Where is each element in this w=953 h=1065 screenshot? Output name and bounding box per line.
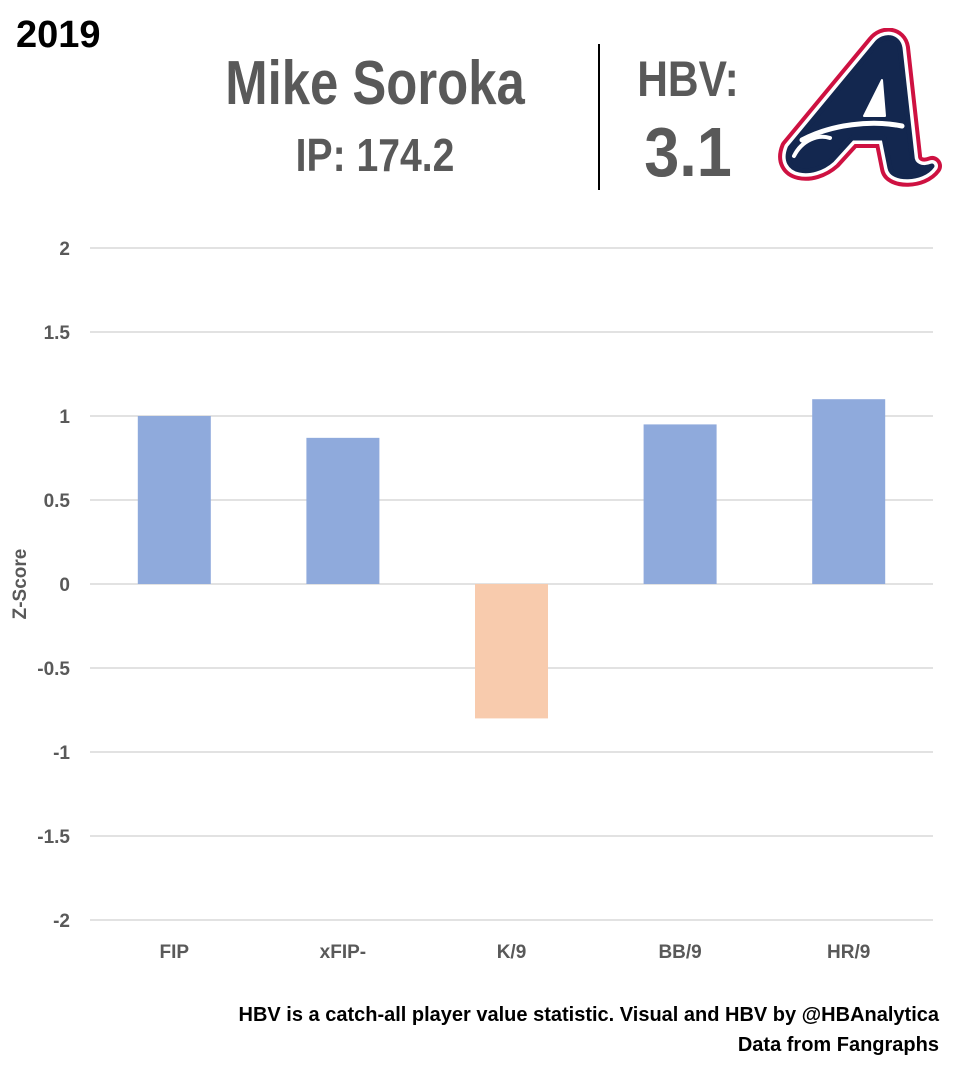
x-tick-label: K/9 bbox=[497, 942, 527, 963]
y-tick-label: 0 bbox=[59, 575, 70, 596]
y-tick-label: 0.5 bbox=[44, 491, 71, 512]
y-tick-label: 1.5 bbox=[44, 323, 71, 344]
y-axis-label: Z-Score bbox=[10, 549, 31, 620]
player-name: Mike Soroka bbox=[225, 49, 525, 118]
bar-bb-9 bbox=[643, 424, 717, 584]
y-tick-label: -0.5 bbox=[37, 659, 70, 680]
bar-chart: 2 1.5 1 0.5 0 -0.5 -1 -1.5 -2 FIP xFIP- K/9 BB/9 HR/… bbox=[10, 239, 933, 963]
year-label: 2019 bbox=[16, 14, 101, 56]
hbv-value: 3.1 bbox=[644, 113, 732, 191]
bar-k-9 bbox=[475, 584, 548, 719]
x-tick-label: HR/9 bbox=[827, 942, 870, 963]
bars bbox=[137, 399, 886, 719]
footer-source: Data from Fangraphs bbox=[737, 1034, 939, 1056]
x-tick-label: xFIP- bbox=[320, 942, 366, 963]
bar-hr-9 bbox=[812, 399, 886, 584]
bar-fip bbox=[137, 416, 211, 584]
y-tick-label: -2 bbox=[53, 911, 70, 932]
footer-credit: HBV is a catch-all player value statisti… bbox=[238, 1004, 940, 1026]
y-axis-ticks: 2 1.5 1 0.5 0 -0.5 -1 -1.5 -2 bbox=[37, 239, 70, 932]
innings-pitched: IP: 174.2 bbox=[295, 129, 455, 181]
y-tick-label: -1 bbox=[53, 743, 70, 764]
hbv-label: HBV: bbox=[637, 51, 739, 107]
x-tick-label: FIP bbox=[160, 942, 190, 963]
y-tick-label: -1.5 bbox=[37, 827, 70, 848]
x-tick-label: BB/9 bbox=[658, 942, 701, 963]
bar-xfip bbox=[306, 437, 380, 584]
y-tick-label: 2 bbox=[59, 239, 70, 260]
braves-a-logo-icon bbox=[778, 28, 942, 187]
header-divider bbox=[598, 44, 600, 190]
y-tick-label: 1 bbox=[59, 407, 70, 428]
x-axis-ticks: FIP xFIP- K/9 BB/9 HR/9 bbox=[160, 942, 871, 963]
